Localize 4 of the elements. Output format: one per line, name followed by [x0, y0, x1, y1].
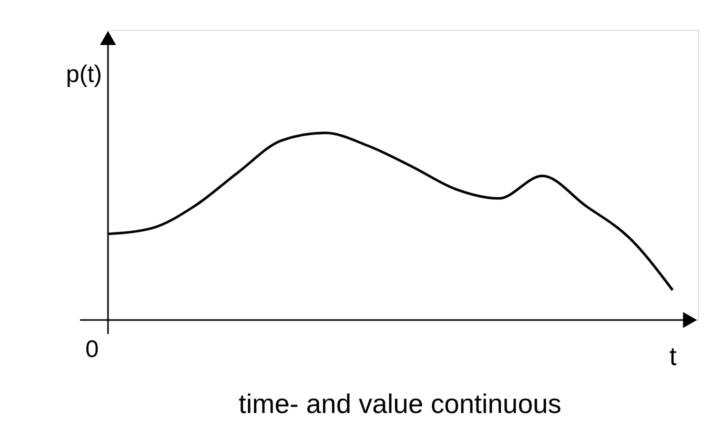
- text: 0: [85, 336, 99, 363]
- x-axis-title: t: [669, 341, 678, 371]
- text: time- and value continuous: [238, 389, 562, 419]
- y-axis-title: p(t): [66, 61, 102, 88]
